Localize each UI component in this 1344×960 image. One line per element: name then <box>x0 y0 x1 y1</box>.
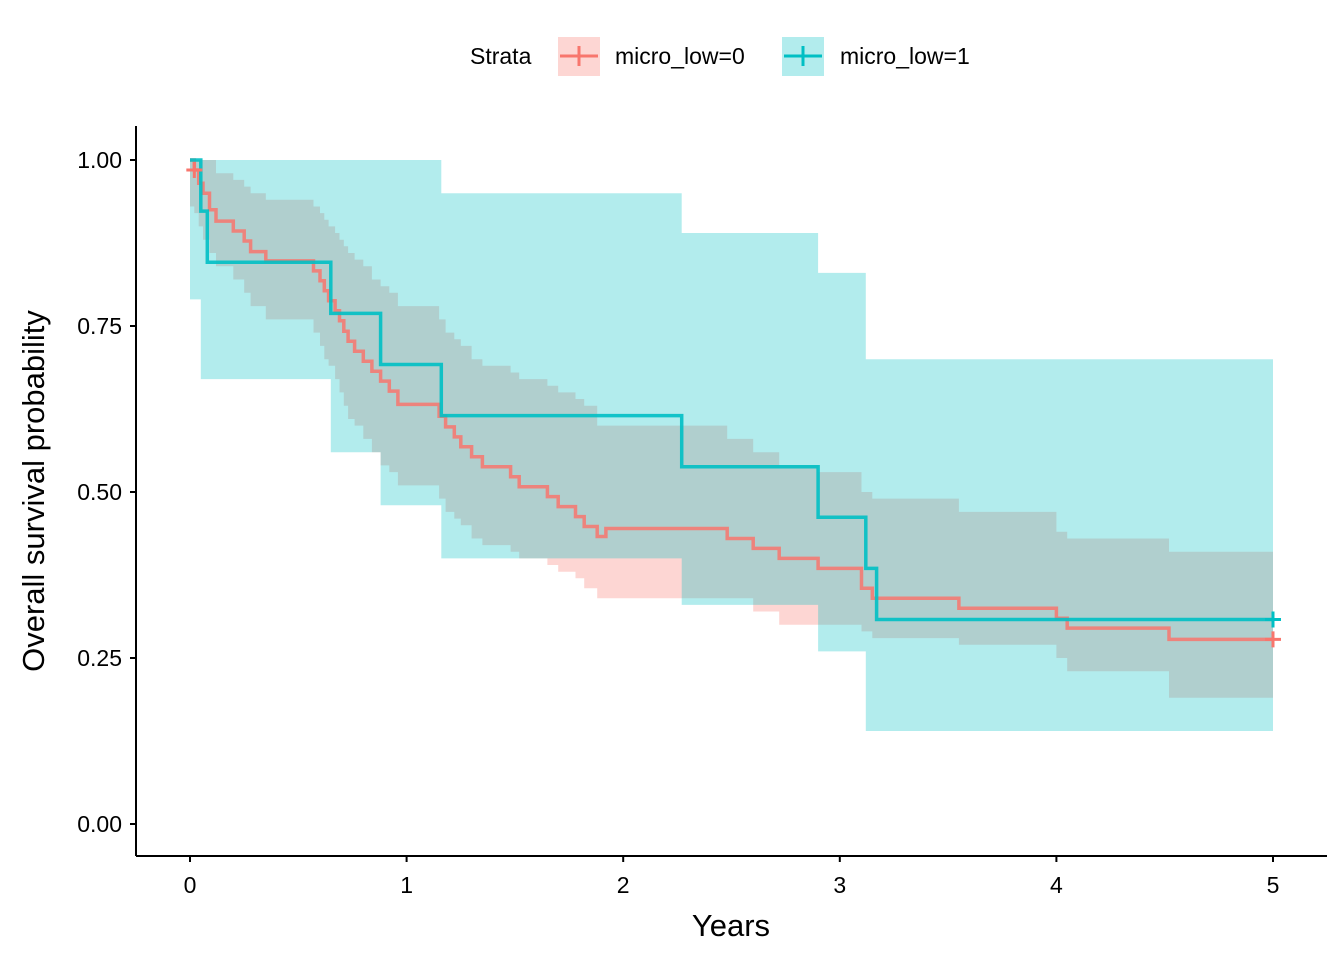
x-tick-label-3: 3 <box>833 872 846 898</box>
x-ticks: 0 1 2 3 4 5 <box>184 856 1280 898</box>
x-axis-title: Years <box>692 908 770 943</box>
y-axis-title: Overall survival probability <box>16 310 51 672</box>
x-tick-label-4: 4 <box>1050 872 1063 898</box>
legend-label-1: micro_low=1 <box>840 43 970 69</box>
y-ticks: 0.00 0.25 0.50 0.75 1.00 <box>77 147 136 837</box>
y-tick-label-2: 0.50 <box>77 479 122 505</box>
x-tick-label-5: 5 <box>1267 872 1280 898</box>
censor-mark-0-1 <box>1265 631 1281 648</box>
censor-mark-0-0 <box>186 161 203 178</box>
x-tick-label-2: 2 <box>617 872 630 898</box>
y-tick-label-0: 0.00 <box>77 811 122 837</box>
confidence-band-0 <box>190 160 1273 698</box>
y-tick-label-1: 0.25 <box>77 645 122 671</box>
x-tick-label-0: 0 <box>184 872 197 898</box>
confidence-bands <box>190 160 1273 731</box>
legend-label-0: micro_low=0 <box>615 43 745 69</box>
legend-title: Strata <box>470 43 532 69</box>
confidence-band-1 <box>190 160 1273 731</box>
survival-curve-1 <box>190 158 1273 622</box>
survival-curve-0 <box>190 158 1273 642</box>
censor-mark-1-0 <box>1265 611 1281 628</box>
y-tick-label-4: 1.00 <box>77 147 122 173</box>
x-tick-label-1: 1 <box>400 872 413 898</box>
survival-curves <box>190 158 1273 642</box>
legend: Strata micro_low=0 micro_low=1 <box>470 37 970 76</box>
censor-marks <box>186 161 1281 648</box>
y-tick-label-3: 0.75 <box>77 313 122 339</box>
